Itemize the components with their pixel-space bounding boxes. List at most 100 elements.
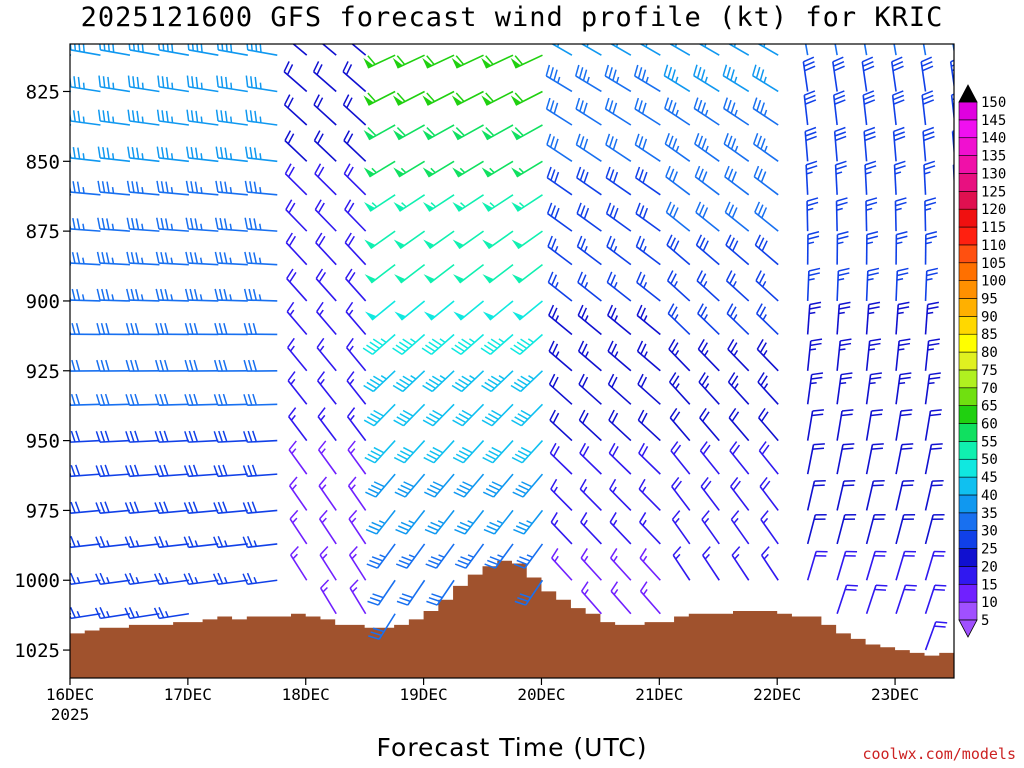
barb-full <box>224 110 228 123</box>
barb-full <box>287 337 295 349</box>
barb-full <box>637 67 643 79</box>
barb-full <box>806 165 818 171</box>
wind-barb <box>127 109 160 126</box>
barb-full <box>892 90 904 96</box>
barb-flag <box>451 129 463 140</box>
barb-half <box>349 378 355 385</box>
barb-staff <box>865 270 869 301</box>
wind-barb <box>422 370 455 393</box>
barb-full <box>44 181 46 192</box>
barb-full <box>699 273 707 285</box>
barb-full <box>865 201 878 207</box>
barb-full <box>637 409 645 421</box>
barb-full <box>105 323 110 335</box>
barb-half <box>926 311 934 315</box>
barb-half <box>76 540 81 547</box>
barb-full <box>106 218 110 230</box>
wind-barb <box>481 124 514 141</box>
barb-staff <box>893 164 897 195</box>
wind-barb <box>700 477 720 511</box>
wind-barb <box>832 56 845 92</box>
barb-flag <box>511 167 522 177</box>
barb-full <box>189 359 194 372</box>
barb-full <box>400 484 412 491</box>
wind-barb <box>638 442 661 475</box>
barb-staff <box>924 201 927 232</box>
barb-full <box>581 376 589 388</box>
barb-full <box>346 28 351 38</box>
barb-staff <box>129 49 160 56</box>
barb-full <box>345 268 353 279</box>
barb-full <box>425 563 437 569</box>
barb-staff <box>757 381 779 405</box>
barb-full <box>126 180 131 193</box>
wind-barb <box>95 501 131 514</box>
barb-full <box>160 181 165 193</box>
barb-full <box>243 359 248 372</box>
wind-barb <box>423 230 455 250</box>
barb-staff <box>70 120 101 126</box>
barb-half <box>48 540 50 546</box>
barb-full <box>75 393 81 406</box>
barb-staff <box>217 120 248 126</box>
wind-barb <box>924 301 940 335</box>
barb-full <box>186 146 190 159</box>
barb-full <box>486 525 498 532</box>
barb-full <box>671 69 676 81</box>
barb-half <box>320 448 326 454</box>
barb-full <box>189 288 194 301</box>
wind-barb <box>581 581 603 615</box>
barb-full <box>730 510 740 520</box>
barb-full <box>105 252 110 264</box>
wind-barb <box>318 476 337 511</box>
barb-full <box>549 67 554 79</box>
barb-full <box>42 465 46 476</box>
x-tick-label: 21DEC <box>635 685 683 704</box>
barb-half <box>54 187 55 193</box>
wind-barb <box>639 512 661 545</box>
wind-barb <box>836 372 853 405</box>
barb-staff <box>635 245 661 266</box>
barb-staff <box>758 417 779 442</box>
wind-barb <box>70 359 101 372</box>
wind-barb <box>834 160 847 195</box>
barb-staff <box>693 107 720 126</box>
barb-staff <box>514 54 543 69</box>
wind-barb <box>922 126 935 162</box>
barb-half <box>643 315 648 322</box>
barb-staff <box>372 333 396 355</box>
barb-full <box>366 563 378 569</box>
credit-link[interactable]: coolwx.com/models <box>862 745 1016 763</box>
barb-full <box>514 600 526 606</box>
barb-full <box>577 340 585 352</box>
colorbar-swatch <box>958 298 978 317</box>
barb-staff <box>461 370 485 393</box>
barb-full <box>553 44 555 45</box>
barb-full <box>867 267 880 272</box>
barb-half <box>704 109 709 117</box>
barb-half <box>613 315 619 322</box>
barb-full <box>841 372 853 376</box>
wind-barb <box>482 230 514 250</box>
wind-barb <box>242 501 278 514</box>
barb-full <box>838 272 850 277</box>
barb-half <box>555 351 560 358</box>
barb-full <box>315 232 323 244</box>
barb-full <box>551 274 558 286</box>
barb-full <box>726 303 734 314</box>
chart-title: 2025121600 GFS forecast wind profile (kt… <box>80 2 944 33</box>
wind-barb <box>605 133 632 162</box>
barb-full <box>452 456 464 464</box>
barb-full <box>487 413 499 420</box>
wind-barb <box>313 94 337 126</box>
wind-barb <box>672 546 691 581</box>
barb-full <box>41 536 45 547</box>
barb-full <box>804 30 814 35</box>
barb-staff <box>99 191 131 196</box>
barb-full <box>642 171 648 184</box>
wind-barb <box>287 371 308 405</box>
barb-half <box>528 375 535 380</box>
barb-full <box>248 252 253 264</box>
barb-full <box>343 130 350 141</box>
